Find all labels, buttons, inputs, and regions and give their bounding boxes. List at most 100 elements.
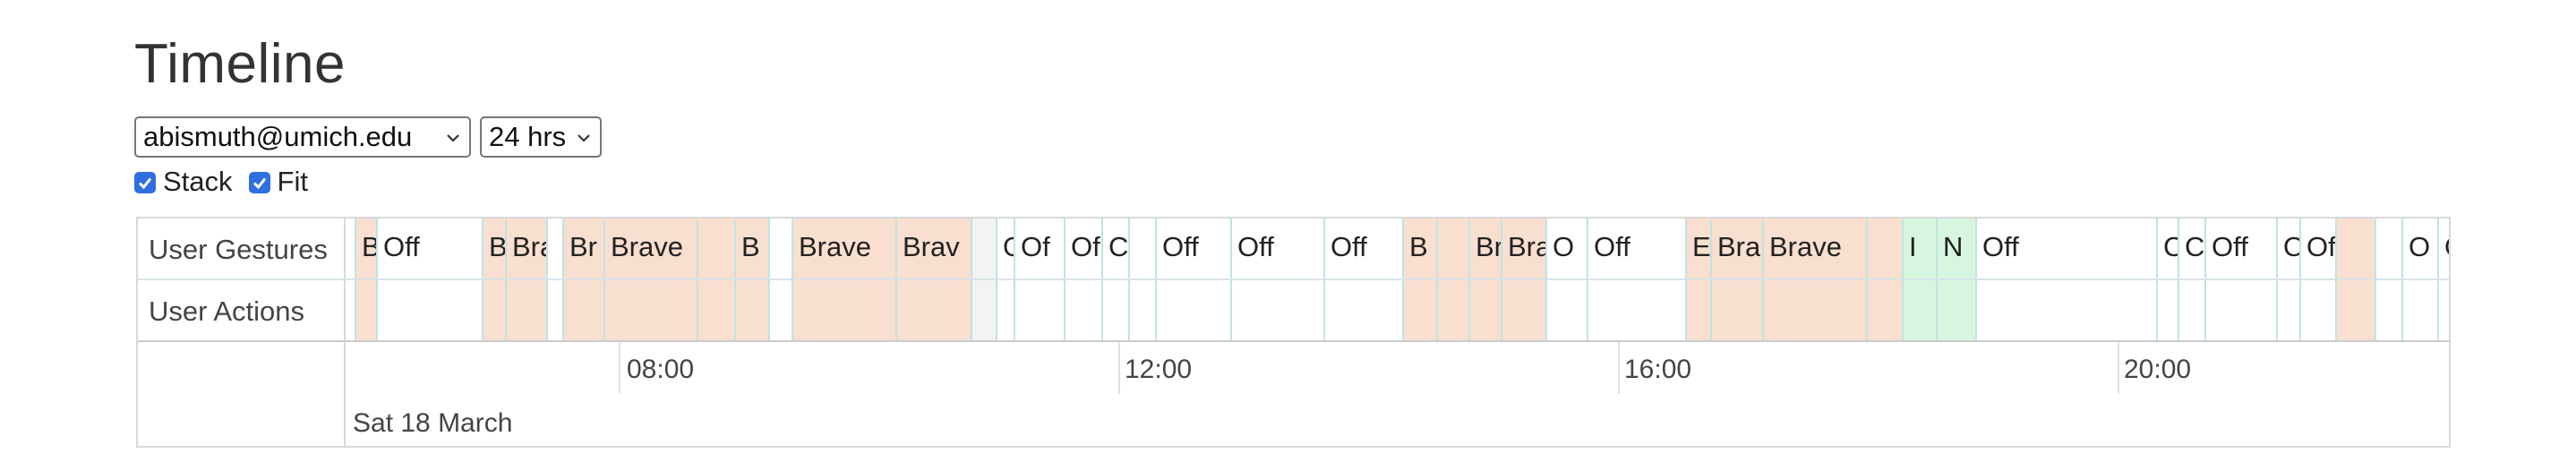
fit-checkbox[interactable] — [248, 172, 270, 193]
timeline-segment[interactable]: Brave — [792, 218, 897, 342]
timeline-segment[interactable] — [546, 218, 564, 342]
tick-line — [2118, 342, 2119, 394]
timeline-segment[interactable]: Off — [1975, 218, 2158, 342]
timeline-segment[interactable]: Bra — [505, 218, 550, 342]
timeline-segment[interactable]: Of — [2299, 218, 2337, 342]
timeline-segment[interactable]: Of — [1014, 218, 1065, 342]
fit-label: Fit — [277, 166, 308, 197]
segment-label: O — [2409, 231, 2431, 262]
view-options: Stack Fit — [134, 166, 324, 198]
timeline-segment[interactable]: Bra — [1710, 218, 1764, 342]
segment-label: O — [1553, 231, 1575, 262]
timeline-segment[interactable]: Off — [1230, 218, 1325, 342]
segment-label: Brave — [1769, 231, 1842, 262]
timeline-segment[interactable]: Brave — [603, 218, 698, 342]
timeline-segment[interactable]: Br — [1468, 218, 1503, 342]
timeline-segment[interactable]: Off — [1155, 218, 1232, 342]
chevron-down-icon — [578, 134, 590, 142]
timeline-segment[interactable]: Of — [1064, 218, 1103, 342]
timeline-segment[interactable]: B — [734, 218, 770, 342]
stack-checkbox[interactable] — [134, 172, 156, 193]
timeline-segment[interactable]: Br — [562, 218, 605, 342]
segment-label: Off — [1331, 231, 1367, 262]
segment-label: Of — [1071, 231, 1100, 262]
timeline-segment[interactable]: Off — [1323, 218, 1404, 342]
timeline-grid: User Gestures User Actions B Off B Bra Br Bra… — [136, 217, 2451, 448]
timeline-segment[interactable]: Off — [2204, 218, 2278, 342]
row-label-user-actions: User Actions — [149, 295, 305, 327]
segment-label: Brave — [611, 231, 683, 262]
segment-label: C — [2185, 231, 2205, 262]
page-title: Timeline — [134, 33, 346, 95]
timeline-segment[interactable] — [1866, 218, 1904, 342]
segment-label: I — [1909, 231, 1917, 262]
timeline-segment[interactable]: E — [1685, 218, 1712, 342]
timeline-segment[interactable]: Brave — [1762, 218, 1868, 342]
timeline-segment[interactable]: Brav — [895, 218, 972, 342]
segment-label: C — [2163, 231, 2181, 262]
segment-label: Br — [569, 231, 597, 262]
timeline-segment[interactable]: B — [355, 218, 378, 342]
range-select[interactable]: 24 hrs — [480, 116, 602, 158]
timeline-segment[interactable]: Bra — [1501, 218, 1549, 342]
timeline-segment[interactable]: I — [1902, 218, 1938, 342]
timeline-segment[interactable]: O — [2401, 218, 2439, 342]
timeline-segment[interactable] — [1128, 218, 1157, 342]
timeline-segment[interactable]: C — [2178, 218, 2206, 342]
check-icon — [252, 177, 266, 190]
row-divider — [138, 278, 2449, 280]
segment-label: Of — [2306, 231, 2336, 262]
timeline-segment[interactable]: Off — [1587, 218, 1687, 342]
stack-label: Stack — [163, 166, 233, 197]
tick-label: 16:00 — [1624, 355, 1692, 384]
timeline-segment[interactable] — [2375, 218, 2403, 342]
user-select[interactable]: abismuth@umich.edu — [134, 116, 471, 158]
segment-label: Of — [1021, 231, 1050, 262]
timeline-segment[interactable]: B — [482, 218, 508, 342]
axis-divider — [138, 340, 2449, 342]
timeline-segment[interactable]: C — [2156, 218, 2181, 342]
timeline-segment[interactable] — [971, 218, 997, 342]
user-select-value: abismuth@umich.edu — [143, 121, 413, 152]
row-label-user-gestures: User Gestures — [149, 234, 328, 265]
segment-label: Off — [2444, 231, 2449, 263]
segment-label: Off — [1594, 231, 1630, 262]
segment-label: Off — [1162, 231, 1199, 262]
segment-label: N — [1943, 231, 1964, 262]
segment-label: Brave — [799, 231, 871, 262]
timeline-segment[interactable] — [768, 218, 793, 342]
tick-line — [1118, 342, 1120, 394]
timeline-controls: abismuth@umich.edu 24 hrs — [134, 116, 602, 158]
timeline-segment[interactable]: O — [996, 218, 1017, 342]
segment-label: E — [1692, 231, 1711, 262]
tick-line — [1618, 342, 1620, 394]
tick-label: 12:00 — [1125, 355, 1193, 384]
chevron-down-icon — [447, 134, 459, 142]
segment-label: B — [362, 231, 378, 262]
timeline-segment[interactable]: B — [1402, 218, 1438, 342]
timeline-segment[interactable]: N — [1936, 218, 1977, 342]
timeline-segment[interactable]: Off — [2437, 218, 2449, 342]
timeline-segment[interactable]: O — [1545, 218, 1588, 342]
row-labels: User Gestures User Actions — [138, 218, 346, 446]
segment-label: B — [1409, 231, 1428, 262]
timeline-segment[interactable] — [697, 218, 736, 342]
tick-label: 08:00 — [627, 355, 695, 384]
timeline-segment[interactable] — [2335, 218, 2376, 342]
segment-label: Off — [1982, 231, 2019, 262]
segment-label: Bra — [1508, 231, 1549, 262]
timeline-segment[interactable]: O — [2276, 218, 2303, 342]
range-select-value: 24 hrs — [489, 121, 567, 152]
segment-label: Off — [2212, 231, 2248, 262]
timeline-segment[interactable]: C — [1101, 218, 1130, 342]
timeline-segment[interactable] — [1436, 218, 1470, 342]
segment-label: B — [489, 231, 508, 262]
date-label: Sat 18 March — [353, 408, 513, 438]
segment-label: Brav — [903, 231, 960, 262]
segment-label: B — [741, 231, 760, 262]
segment-label: Off — [1237, 231, 1274, 262]
tick-label: 20:00 — [2124, 355, 2192, 384]
timeline-segment[interactable]: Off — [376, 218, 484, 342]
timeline-segments: B Off B Bra Br Brave B Brave Brav O Of Of C Off Off Off… — [346, 218, 2449, 342]
segment-label: O — [2283, 231, 2303, 262]
